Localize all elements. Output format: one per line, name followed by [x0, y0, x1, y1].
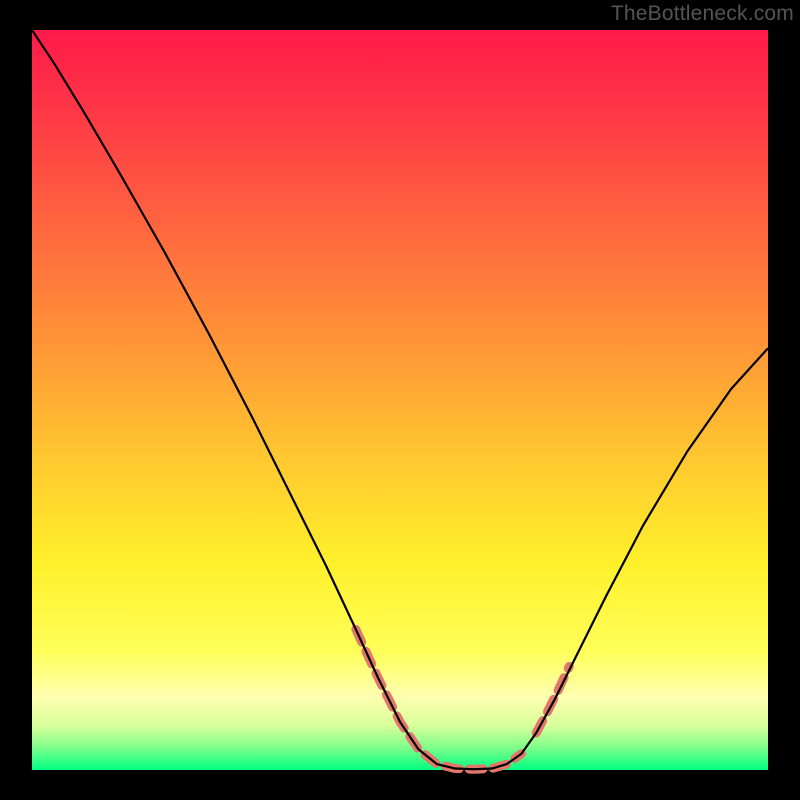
watermark-text: TheBottleneck.com — [611, 2, 794, 26]
chart-svg-overlay — [32, 30, 768, 770]
bottleneck-curve — [32, 30, 768, 769]
highlight-segment — [356, 629, 522, 769]
